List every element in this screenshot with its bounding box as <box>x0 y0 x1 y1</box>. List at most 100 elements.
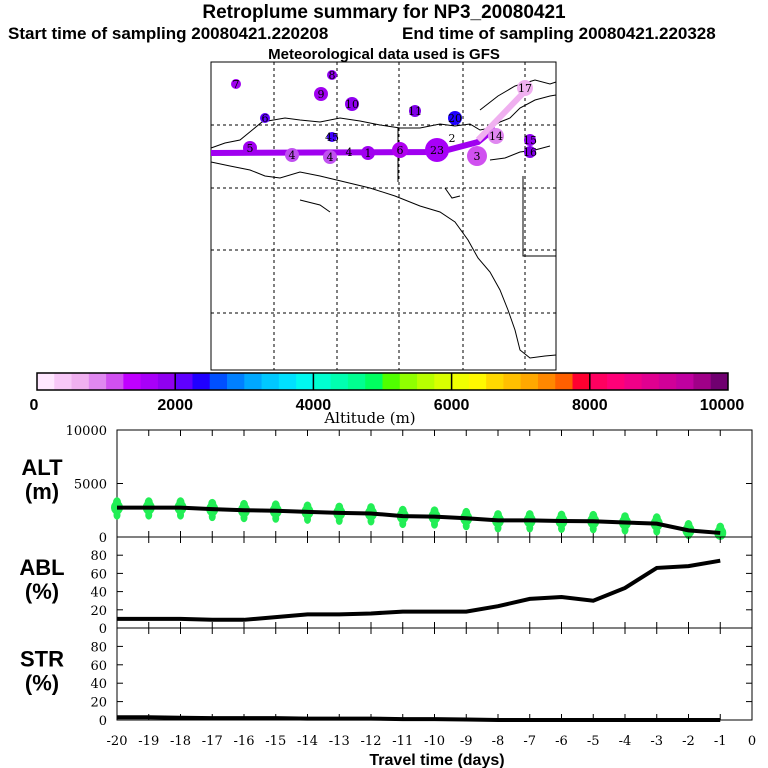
panel-unit: (m) <box>25 479 59 504</box>
coastline <box>522 176 556 257</box>
x-tick-label: -5 <box>587 734 600 749</box>
colorbar-swatch <box>209 373 228 390</box>
plume-label: 4 <box>289 149 296 162</box>
colorbar-swatch <box>417 373 435 390</box>
colorbar-swatch <box>607 373 625 390</box>
altitude-scatter-point <box>367 503 375 514</box>
plume-marker <box>524 146 536 158</box>
plume-marker <box>524 134 536 146</box>
x-tick-label: -18 <box>170 734 191 749</box>
plume-label: 4 <box>327 151 334 164</box>
x-tick-label: -16 <box>234 734 255 749</box>
colorbar-tick-label: 0 <box>30 397 39 414</box>
y-tick-label: 0 <box>99 622 107 637</box>
x-tick-label: -10 <box>424 734 445 749</box>
colorbar-frame <box>36 372 729 391</box>
panel-frame <box>116 627 753 721</box>
altitude-scatter-point <box>113 497 121 508</box>
altitude-scatter-point <box>272 513 280 523</box>
altitude-scatter-point <box>589 510 598 521</box>
chart-title: Retroplume summary for NP3_20080421 <box>202 2 566 23</box>
series-line <box>117 715 721 722</box>
altitude-scatter-point <box>177 510 184 520</box>
colorbar-swatch <box>175 373 193 390</box>
colorbar-swatch <box>641 373 660 390</box>
altitude-scatter-point <box>716 522 725 533</box>
coastline <box>489 145 551 161</box>
altitude-scatter-point <box>684 520 693 531</box>
colorbar-swatch <box>468 373 487 390</box>
coastline <box>444 187 461 199</box>
altitude-scatter-point <box>557 510 566 521</box>
altitude-scatter-point <box>367 516 375 526</box>
met-data-note: Meteorological data used is GFS <box>268 46 500 63</box>
colorbar-swatch <box>330 373 349 390</box>
altitude-scatter-point <box>176 497 185 508</box>
plume-label: 17 <box>518 82 532 95</box>
end-time: End time of sampling 20080421.220328 <box>402 24 716 43</box>
start-time: Start time of sampling 20080421.220208 <box>8 24 329 43</box>
plume-label: 45 <box>325 131 339 144</box>
panel-label: STR <box>20 647 64 672</box>
plume-marker <box>260 113 270 123</box>
colorbar-swatch <box>140 373 159 390</box>
plume-marker <box>488 128 504 144</box>
colorbar-swatch <box>347 373 366 390</box>
altitude-scatter-point <box>335 515 343 525</box>
plume-marker <box>409 105 421 117</box>
x-tick-label: 0 <box>748 734 756 749</box>
colorbar-swatch <box>244 373 263 390</box>
altitude-scatter-point <box>525 510 534 521</box>
altitude-scatter-point <box>399 519 407 529</box>
colorbar-swatch <box>399 373 418 390</box>
panel-alt: 0 5000 10000 ALT(m) <box>21 424 753 546</box>
altitude-scatter-point <box>113 510 121 520</box>
y-tick-label: 0 <box>99 531 107 546</box>
altitude-scatter-point <box>494 510 502 521</box>
x-axis-label: Travel time (days) <box>369 752 504 768</box>
colorbar-swatch <box>71 373 90 390</box>
plume-marker <box>243 141 257 155</box>
plume-marker <box>345 97 359 111</box>
y-tick-label: 60 <box>90 567 107 582</box>
y-tick-label: 40 <box>90 677 107 692</box>
altitude-scatter-point <box>526 523 534 533</box>
colorbar-swatch <box>693 373 712 390</box>
plume-marker <box>448 111 462 125</box>
altitude-scatter-point <box>653 526 661 536</box>
altitude-scatter-point <box>145 510 153 520</box>
y-tick-label: 0 <box>99 714 107 729</box>
plume-label: 11 <box>408 105 422 118</box>
colorbar-swatch <box>572 373 591 390</box>
altitude-scatter-point <box>462 521 470 531</box>
plume-marker <box>425 138 449 162</box>
colorbar-swatch <box>520 373 539 390</box>
plume-marker <box>517 80 533 96</box>
altitude-scatter-point <box>271 500 280 511</box>
colorbar-swatch <box>37 373 55 390</box>
x-tick-label: -11 <box>392 734 413 749</box>
colorbar-swatch <box>313 373 332 390</box>
y-tick-label: 5000 <box>74 478 107 493</box>
plume-label: 20 <box>448 112 462 125</box>
altitude-scatter-point <box>303 501 312 512</box>
colorbar-swatch <box>503 373 522 390</box>
colorbar-swatch <box>192 373 211 390</box>
plume-label: 4 <box>346 146 353 159</box>
panel-unit: (%) <box>25 671 59 696</box>
colorbar-swatch <box>365 373 383 390</box>
colorbar-swatch <box>296 373 314 390</box>
altitude-scatter-point <box>462 507 471 518</box>
altitude-scatter-point <box>208 512 216 522</box>
x-tick-label: -13 <box>329 734 350 749</box>
plume-label: 7 <box>233 78 240 91</box>
colorbar-swatch <box>676 373 694 390</box>
panel-abl: 0 20 40 60 80 ABL(%) <box>19 536 753 637</box>
plume-label: 5 <box>247 142 254 155</box>
plume-label: 6 <box>262 112 269 125</box>
altitude-scatter-point <box>335 502 344 513</box>
plume-marker <box>323 150 337 164</box>
altitude-scatter-point <box>431 519 438 529</box>
